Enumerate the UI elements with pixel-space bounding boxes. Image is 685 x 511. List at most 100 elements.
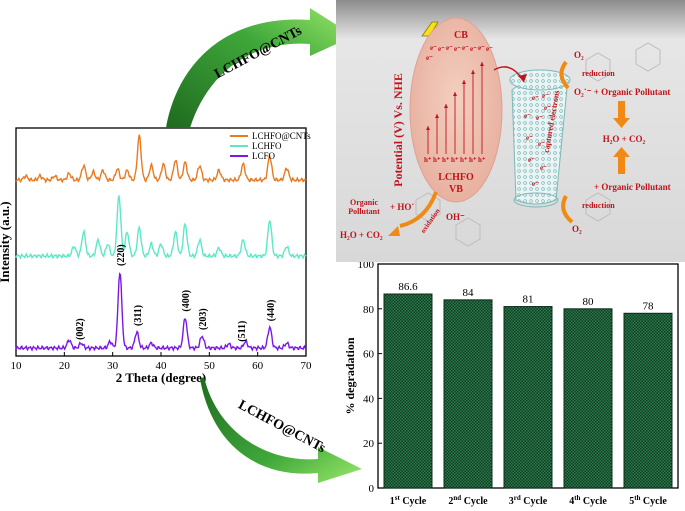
organic-pollutant-right-label: + Organic Pollutant xyxy=(594,182,671,192)
xrd-series-line-1 xyxy=(15,134,307,184)
down-arrowhead xyxy=(613,118,630,128)
cb-electron-3: e⁻ xyxy=(446,44,453,52)
xrd-peak-label-7: (440) xyxy=(266,300,277,322)
mechanism-svg: Potential (V) Vs. NHE CB e⁻ e⁻ e⁻ e⁻ e⁻ e⁻ e⁻ e… xyxy=(336,0,685,262)
excitation-arrowhead-6 xyxy=(471,70,475,74)
bar-y-tick-label-4: 60 xyxy=(363,349,375,361)
bar-y-tick-label-6: 100 xyxy=(358,262,375,271)
captured-electron-10: e⁻ xyxy=(544,104,551,112)
superoxide-label: O₂˙⁻ + Organic Pollutant xyxy=(574,87,670,97)
lchfo-ellipse xyxy=(409,17,503,203)
excitation-arrows xyxy=(426,62,484,154)
bar-y-tick-label-1: 0 xyxy=(369,483,375,495)
cb-electron-row: e⁻ e⁻ e⁻ e⁻ e⁻ e⁻ e⁻ e⁻e⁻ xyxy=(426,44,493,62)
vb-label: VB xyxy=(449,184,463,195)
xrd-peak-label-3: (311) xyxy=(133,305,144,326)
vb-hole-5: h⁺ xyxy=(460,156,468,164)
vb-hole-row: h⁺ h⁺ h⁺ h⁺ h⁺ h⁺ h⁺ xyxy=(424,156,486,164)
xrd-x-tick-label-7: 70 xyxy=(301,360,313,372)
xrd-x-tick-label-5: 50 xyxy=(204,360,216,372)
xrd-panel: (002) (220) (311) (400) (203) (511) (440) 10 20… xyxy=(0,120,330,385)
molecule-ring-2 xyxy=(635,42,661,72)
molecule-ring-4 xyxy=(455,217,481,247)
down-arrow-shaft xyxy=(618,101,625,119)
up-arrowhead xyxy=(613,147,630,157)
xrd-x-axis-label: 2 Theta (degree) xyxy=(116,370,207,385)
hydroxide-label: OH⁻ xyxy=(446,212,465,222)
vb-hole-7: h⁺ xyxy=(478,156,486,164)
cb-label: CB xyxy=(454,30,468,41)
degradation-bar-chart: 0 20 40 60 80 100 86.6 1st Cycle 84 2nd Cycle 81 3… xyxy=(343,259,679,507)
molecule-ring-5 xyxy=(585,192,611,222)
o2-bottom-label: O₂ xyxy=(572,224,582,234)
excitation-arrowhead-1 xyxy=(426,126,430,130)
xrd-peak-label-5: (203) xyxy=(198,308,209,330)
molecule-ring-1 xyxy=(585,52,611,82)
xrd-series-line-3 xyxy=(15,272,307,352)
degradation-category-label-4: 4th Cycle xyxy=(569,494,607,507)
molecule-decoration xyxy=(415,42,661,247)
molecule-ring-3 xyxy=(415,192,441,222)
degradation-category-label-5: 5th Cycle xyxy=(629,494,667,507)
top-arrow-shape xyxy=(166,8,354,128)
xrd-tick-group: 10 20 30 40 50 60 70 xyxy=(11,352,313,372)
bar-y-tick-label-5: 80 xyxy=(363,304,375,316)
reduction-arrow-bottom xyxy=(561,195,574,224)
cb-electron-8: e⁻ xyxy=(486,45,493,53)
xrd-x-tick-label-1: 10 xyxy=(11,360,23,372)
bar-series-group: 86.6 1st Cycle 84 2nd Cycle 81 3rd Cycle 80 4th… xyxy=(383,281,673,507)
bottom-arrow-shape xyxy=(200,377,362,483)
bottom-curved-arrow: LCHFO@CNTs xyxy=(200,375,365,485)
cb-electron-1: e⁻ xyxy=(430,44,437,52)
xrd-annotation-group: (002) (220) (311) (400) (203) (511) (440) xyxy=(75,244,277,341)
degradation-bar-value-4: 80 xyxy=(583,296,595,308)
xrd-series-group xyxy=(15,134,307,352)
pollutant-left-label-2: Pollutant xyxy=(348,207,380,216)
xrd-plot-frame xyxy=(15,127,307,357)
cb-electron-7: e⁻ xyxy=(478,44,485,52)
xrd-y-axis-label: Intensity (a.u.) xyxy=(0,201,12,282)
captured-electron-7: e⁻ xyxy=(528,156,535,164)
xrd-legend-label-3: LCFO xyxy=(252,151,276,161)
degradation-bar-value-2: 84 xyxy=(463,287,475,299)
xrd-series-line-2 xyxy=(15,195,307,260)
bar-y-axis-label: % degradation xyxy=(343,337,357,414)
oxidation-arrow xyxy=(399,191,438,228)
xrd-legend-label-1: LCHFO@CNTs xyxy=(252,131,311,141)
excitation-arrowhead-5 xyxy=(462,80,466,84)
mechanism-panel: Potential (V) Vs. NHE CB e⁻ e⁻ e⁻ e⁻ e⁻ e⁻ e⁻ e… xyxy=(336,0,685,262)
products-right-label: H₂O + CO₂ xyxy=(603,134,646,144)
degradation-bar-panel: 0 20 40 60 80 100 86.6 1st Cycle 84 2nd Cycle 81 3… xyxy=(340,259,685,511)
degradation-bar-value-5: 78 xyxy=(643,300,655,312)
xrd-peak-label-1: (002) xyxy=(75,318,86,340)
degradation-bar-2 xyxy=(443,299,493,489)
xrd-x-tick-label-4: 40 xyxy=(156,360,168,372)
xrd-peak-label-2: (220) xyxy=(116,244,127,266)
xrd-x-tick-label-6: 60 xyxy=(252,360,264,372)
excitation-arrowhead-2 xyxy=(435,114,439,118)
bar-y-tick-label-2: 20 xyxy=(363,438,375,450)
oxidation-arrowhead xyxy=(388,226,400,236)
captured-electron-4: e⁻ xyxy=(536,114,543,122)
reduction-arrow-top xyxy=(559,60,570,90)
excitation-arrowhead-7 xyxy=(480,62,484,66)
degradation-bar-3 xyxy=(503,306,553,489)
vb-hole-1: h⁺ xyxy=(424,156,432,164)
excitation-arrowhead-4 xyxy=(453,92,457,96)
hydroxyl-radical-label: + HO˙ xyxy=(390,202,414,212)
xrd-legend-label-2: LCHFO xyxy=(252,141,282,151)
cb-electron-4: e⁻ xyxy=(454,45,461,53)
degradation-bar-4 xyxy=(563,308,613,489)
degradation-category-label-1: 1st Cycle xyxy=(390,494,427,507)
xrd-chart: (002) (220) (311) (400) (203) (511) (440) 10 20… xyxy=(0,127,313,385)
top-curved-arrow: LCHFO@CNTs xyxy=(160,0,360,130)
captured-electron-5: e⁻ xyxy=(526,134,533,142)
vb-hole-4: h⁺ xyxy=(451,156,459,164)
up-arrow-shaft xyxy=(618,156,625,174)
lchfo-label: LCHFO xyxy=(438,172,474,183)
bar-y-tick-label-3: 40 xyxy=(363,393,375,405)
vb-hole-6: h⁺ xyxy=(469,156,477,164)
carbon-nanotube xyxy=(509,69,571,208)
